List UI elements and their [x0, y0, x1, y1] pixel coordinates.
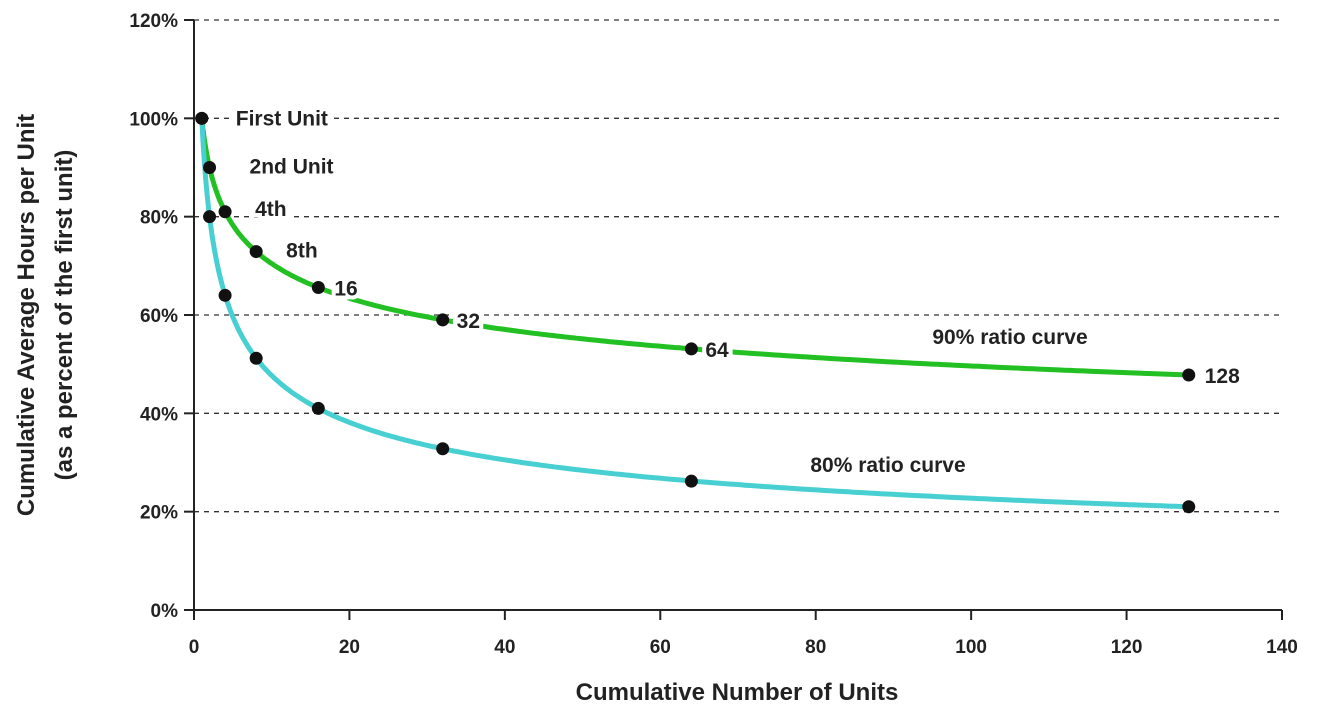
data-point-90-4	[311, 280, 325, 294]
y-axis-title: Cumulative Average Hours per Unit	[13, 114, 40, 516]
data-point-80-1	[203, 210, 217, 224]
data-point-90-6	[684, 342, 698, 356]
data-point-90-1	[203, 161, 217, 174]
y-tick-label-3: 60%	[140, 306, 178, 327]
y-tick-label-0: 0%	[151, 601, 179, 622]
point-label-0: First Unit	[236, 107, 328, 130]
point-label-1: 2nd Unit	[250, 156, 334, 179]
gridlines	[194, 19, 1282, 513]
y-tick-label-2: 40%	[140, 404, 178, 425]
data-point-80-6	[684, 474, 698, 488]
series-line-80	[199, 115, 1192, 510]
data-point-80-4	[311, 401, 325, 415]
y-tick-label-5: 100%	[129, 109, 178, 130]
y-tick-label-4: 80%	[140, 208, 178, 229]
x-tick-label-7: 140	[1266, 637, 1298, 658]
data-point-80-5	[436, 442, 450, 456]
point-label-2: 4th	[255, 198, 286, 221]
x-tick-label-4: 80	[805, 637, 826, 658]
point-label-5: 32	[457, 310, 480, 333]
axes: 0% 20% 40% 60% 80% 100% 120% 0 20 40 60 80 100 120 140	[129, 11, 1297, 658]
x-tick-label-5: 100	[955, 637, 987, 658]
data-point-90-3	[249, 245, 263, 259]
data-markers	[195, 111, 1196, 514]
data-point-80-2	[218, 288, 232, 302]
x-tick-label-6: 120	[1111, 637, 1143, 658]
data-point-90-5	[436, 313, 450, 327]
point-label-3: 8th	[286, 240, 318, 263]
y-tick-label-6: 120%	[129, 11, 178, 32]
data-point-80-0	[195, 111, 209, 125]
x-axis-title: Cumulative Number of Units	[576, 679, 899, 706]
series-label-80: 80% ratio curve	[810, 454, 965, 477]
x-tick-label-0: 0	[189, 637, 200, 658]
x-tick-label-2: 40	[494, 637, 515, 658]
x-tick-label-1: 20	[339, 637, 360, 658]
x-tick-label-3: 60	[650, 637, 671, 658]
point-label-7: 128	[1205, 365, 1240, 388]
data-point-80-7	[1182, 500, 1196, 514]
data-point-90-7	[1182, 368, 1196, 382]
series-lines	[199, 115, 1192, 510]
point-label-4: 16	[334, 277, 357, 300]
series-label-90: 90% ratio curve	[932, 326, 1087, 349]
point-label-6: 64	[705, 339, 729, 362]
y-axis-subtitle: (as a percent of the first unit)	[51, 150, 78, 481]
data-point-80-3	[249, 351, 263, 365]
data-point-90-2	[218, 205, 232, 219]
series-line-90	[199, 115, 1192, 378]
y-tick-label-1: 20%	[140, 503, 178, 524]
